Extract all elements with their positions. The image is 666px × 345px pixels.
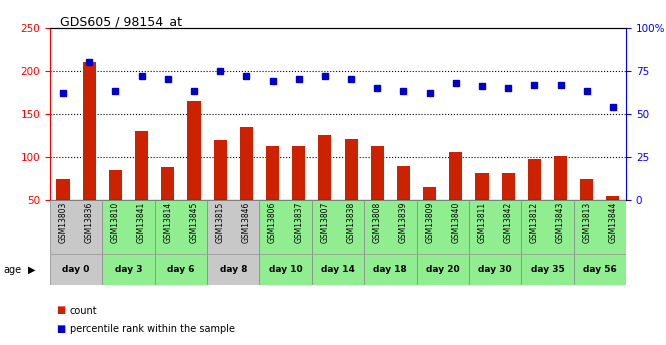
Bar (312, 254, 364, 285)
Text: GSM13838: GSM13838 (346, 202, 356, 243)
Bar (103, 254, 155, 285)
Text: GSM13842: GSM13842 (503, 202, 513, 243)
Text: day 56: day 56 (583, 265, 617, 274)
Text: GSM13803: GSM13803 (59, 202, 67, 243)
Bar (469, 200, 521, 254)
Text: GSM13813: GSM13813 (582, 202, 591, 243)
Text: day 14: day 14 (321, 265, 355, 274)
Bar (240, 127, 253, 200)
Text: GSM13809: GSM13809 (425, 202, 434, 243)
Text: GSM13808: GSM13808 (373, 202, 382, 243)
Text: GSM13839: GSM13839 (399, 202, 408, 243)
Bar (155, 200, 207, 254)
Text: GSM13837: GSM13837 (294, 202, 303, 243)
Text: GSM13845: GSM13845 (189, 202, 198, 243)
Text: day 0: day 0 (63, 265, 90, 274)
Text: day 18: day 18 (374, 265, 407, 274)
Bar (155, 254, 207, 285)
Text: day 35: day 35 (531, 265, 564, 274)
Bar (521, 254, 573, 285)
Bar (103, 200, 155, 254)
Text: day 3: day 3 (115, 265, 143, 274)
Bar (57, 179, 69, 200)
Text: day 6: day 6 (167, 265, 194, 274)
Text: GSM13846: GSM13846 (242, 202, 251, 243)
Bar (371, 146, 384, 200)
Bar (207, 254, 260, 285)
Bar (187, 101, 200, 200)
Text: GSM13806: GSM13806 (268, 202, 277, 243)
Text: percentile rank within the sample: percentile rank within the sample (70, 325, 235, 334)
Text: day 10: day 10 (269, 265, 302, 274)
Bar (344, 139, 358, 200)
Bar (528, 159, 541, 200)
Text: GSM13814: GSM13814 (163, 202, 172, 243)
Bar (109, 170, 122, 200)
Bar (207, 200, 260, 254)
Bar (476, 172, 489, 200)
Bar (292, 146, 305, 200)
Bar (450, 152, 462, 200)
Text: age: age (3, 265, 21, 275)
Text: day 20: day 20 (426, 265, 460, 274)
Bar (260, 254, 312, 285)
Bar (573, 254, 626, 285)
Bar (607, 196, 619, 200)
Text: day 8: day 8 (220, 265, 247, 274)
Text: GDS605 / 98154_at: GDS605 / 98154_at (60, 16, 182, 29)
Text: GSM13844: GSM13844 (609, 202, 617, 243)
Text: GSM13807: GSM13807 (320, 202, 330, 243)
Bar (573, 200, 626, 254)
Bar (260, 200, 312, 254)
Text: GSM13843: GSM13843 (556, 202, 565, 243)
Text: GSM13810: GSM13810 (111, 202, 120, 243)
Bar (50, 254, 103, 285)
Text: GSM13812: GSM13812 (530, 202, 539, 243)
Text: GSM13841: GSM13841 (137, 202, 146, 243)
Bar (580, 179, 593, 200)
Bar (318, 136, 332, 200)
Bar (161, 167, 174, 200)
Bar (135, 131, 148, 200)
Bar (521, 200, 573, 254)
Bar (50, 200, 103, 254)
Bar (554, 156, 567, 200)
Text: GSM13815: GSM13815 (216, 202, 224, 243)
Bar (364, 200, 416, 254)
Text: GSM13811: GSM13811 (478, 202, 487, 243)
Bar (416, 200, 469, 254)
Text: GSM13836: GSM13836 (85, 202, 94, 243)
Bar (397, 167, 410, 200)
Text: ■: ■ (57, 306, 66, 315)
Bar (266, 146, 279, 200)
Text: count: count (70, 306, 97, 315)
Bar (83, 62, 96, 200)
Text: GSM13840: GSM13840 (452, 202, 460, 243)
Bar (214, 140, 226, 200)
Bar (501, 172, 515, 200)
Text: ■: ■ (57, 325, 66, 334)
Text: day 30: day 30 (478, 265, 512, 274)
Bar (416, 254, 469, 285)
Bar (312, 200, 364, 254)
Text: ▶: ▶ (28, 265, 35, 275)
Bar (364, 254, 416, 285)
Bar (423, 187, 436, 200)
Bar (469, 254, 521, 285)
